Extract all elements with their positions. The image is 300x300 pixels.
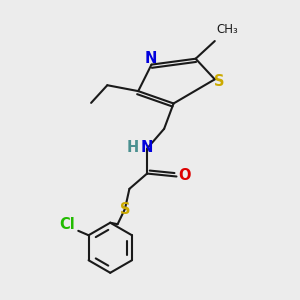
Text: O: O	[178, 168, 191, 183]
Text: H: H	[127, 140, 139, 155]
Text: N: N	[145, 51, 157, 66]
Text: N: N	[141, 140, 153, 155]
Text: S: S	[120, 202, 130, 217]
Text: CH₃: CH₃	[216, 23, 238, 36]
Text: Cl: Cl	[59, 217, 75, 232]
Text: S: S	[214, 74, 224, 89]
